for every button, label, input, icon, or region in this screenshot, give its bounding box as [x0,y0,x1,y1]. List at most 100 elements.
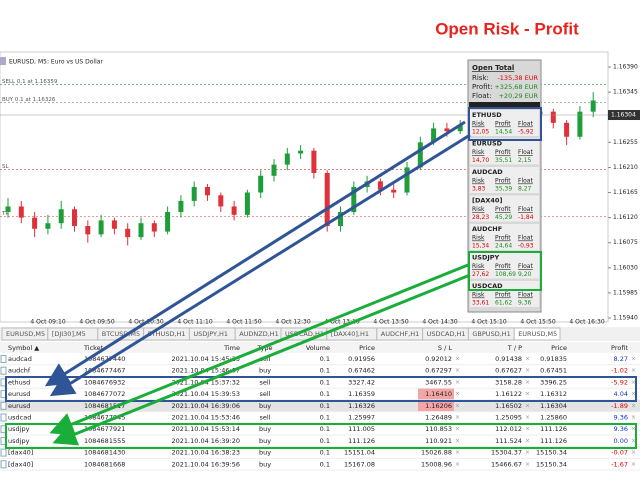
symbol-header: Profit [495,263,511,270]
close-icon[interactable]: × [631,402,636,409]
y-tick-label: 1.16075 [613,239,638,246]
close-icon[interactable]: × [455,367,460,374]
candle-body [58,209,64,224]
cell: 3467.55 [425,378,452,386]
cell: 1084677921 [84,425,125,433]
cell: 1084676932 [84,378,125,386]
arrow [49,133,471,397]
close-icon[interactable]: × [525,402,530,409]
close-icon[interactable]: × [455,391,460,398]
close-icon[interactable]: × [525,391,530,398]
tab[interactable] [513,327,561,341]
cell: -5.92 [611,378,628,386]
cell: 15008.96 [421,460,452,468]
cell: 9.36 [614,425,628,433]
header-bg [0,342,640,353]
close-icon[interactable]: × [631,414,636,421]
x-tick-label: 4 Oct 16:30 [569,319,604,326]
y-tick-label: 1.16120 [613,214,638,221]
price-label: 1.16304 [611,112,636,119]
cell: 110.853 [425,425,452,433]
cell: 2021.10.04 15:39:53 [172,390,240,398]
symbol-name: AUDCHF [472,225,502,233]
close-icon[interactable]: × [455,379,460,386]
cell: 15026.88 [421,449,452,457]
close-icon[interactable]: × [525,426,530,433]
close-icon[interactable]: × [455,449,460,456]
close-icon[interactable]: × [525,367,530,374]
close-icon[interactable]: × [455,356,460,363]
close-icon[interactable]: × [455,402,460,409]
candle-body [457,125,463,132]
close-icon[interactable]: × [631,367,636,374]
cell: audchf [8,367,31,375]
candle-body [45,223,51,229]
total-label: Float: [472,92,492,100]
close-icon[interactable]: × [631,356,636,363]
cell: 1.16206 [425,402,452,410]
cell: -1.89 [611,402,628,410]
close-icon[interactable]: × [631,391,636,398]
symbol-value: 8,27 [518,186,532,193]
y-tick-label: 1.16345 [613,89,638,96]
symbol-value: 9,20 [518,271,532,278]
symbol-value: 3,83 [472,186,486,193]
cell: 111.126 [540,425,567,433]
cell: 1084681517 [84,402,125,410]
close-icon[interactable]: × [525,437,530,444]
cell: 2021.10.04 16:39:06 [172,402,240,410]
close-icon[interactable]: × [525,449,530,456]
close-icon[interactable]: × [631,461,636,468]
cell: 3327.42 [348,378,375,386]
close-icon[interactable]: × [525,414,530,421]
level-label: TP [1,211,9,217]
symbol-value: 35,39 [495,186,512,193]
cell: 1.25095 [495,414,522,422]
close-icon[interactable]: × [631,437,636,444]
close-icon[interactable]: × [525,379,530,386]
candle-body [5,206,11,213]
symbol-bg [470,110,539,136]
close-icon[interactable]: × [631,379,636,386]
cell: 15466.67 [491,460,522,468]
tab-label: [DJI30],M5 [52,330,86,338]
column-header: Symbol ▲ [8,344,39,352]
row-icon [0,448,7,457]
cell: 15151.04 [344,449,375,457]
y-tick-label: 1.15985 [613,289,638,296]
symbol-header: Float [518,263,533,270]
cell: 111.126 [348,437,375,445]
candle-body [431,128,437,143]
cell: 0.91835 [540,355,567,363]
symbol-header: Risk [472,121,485,128]
close-icon[interactable]: × [455,414,460,421]
close-icon[interactable]: × [631,426,636,433]
cell: 1.25997 [348,414,375,422]
total-value: -135,38 EUR [497,74,538,82]
close-icon[interactable]: × [455,461,460,468]
symbol-name: [DAX40] [472,197,502,205]
row-icon [0,413,7,422]
tab-label: USDJPY,H1 [193,330,228,338]
close-icon[interactable]: × [455,437,460,444]
close-icon[interactable]: × [455,426,460,433]
y-tick-label: 1.16165 [613,189,638,196]
cell: 0.1 [320,402,330,410]
cell: -1.67 [611,460,628,468]
close-icon[interactable]: × [631,449,636,456]
cell: 0.91956 [348,355,375,363]
candle-body [324,173,330,226]
symbol-value: 33,61 [472,300,489,307]
level-label: SELL 0.1 at 1.16359 [2,79,58,85]
candle-body [178,200,184,213]
column-header: Time [223,344,240,352]
symbol-header: Float [518,206,533,213]
candle-body [85,225,91,235]
cell: eurusd [8,402,30,410]
tab-label: AUDCHF,H1 [381,330,419,338]
symbol-value: 24,64 [495,243,512,250]
close-icon[interactable]: × [525,461,530,468]
close-icon[interactable]: × [525,356,530,363]
candle-body [417,142,423,168]
